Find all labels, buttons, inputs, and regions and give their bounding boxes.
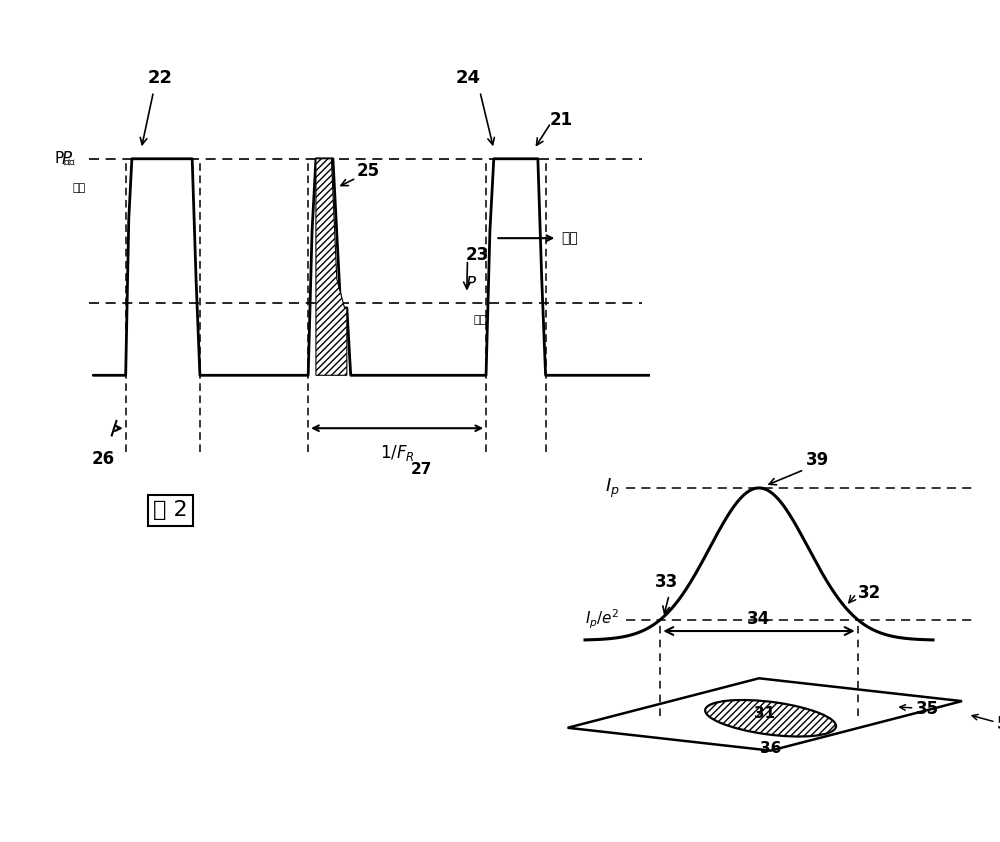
Text: 33: 33 <box>655 573 678 591</box>
Text: 27: 27 <box>410 462 432 477</box>
Text: 31: 31 <box>754 706 775 722</box>
Text: 5: 5 <box>997 715 1000 733</box>
Text: $I_p/e^2$: $I_p/e^2$ <box>585 608 620 632</box>
Text: P$_{\mathregular{峰值}}$: P$_{\mathregular{峰值}}$ <box>54 149 76 168</box>
Ellipse shape <box>705 700 836 737</box>
Text: 平均: 平均 <box>474 315 487 325</box>
Text: 图 2: 图 2 <box>153 500 188 520</box>
Polygon shape <box>316 159 347 376</box>
Text: 32: 32 <box>858 584 881 602</box>
Text: 39: 39 <box>805 450 829 469</box>
Text: 35: 35 <box>916 700 939 717</box>
Text: $1 / F_R$: $1 / F_R$ <box>380 443 414 462</box>
Text: 36: 36 <box>760 741 781 756</box>
Text: 峰值: 峰值 <box>72 183 86 193</box>
Text: 26: 26 <box>92 450 115 468</box>
Text: 24: 24 <box>456 68 481 87</box>
Text: 23: 23 <box>466 246 489 264</box>
Text: 34: 34 <box>747 610 771 628</box>
Text: P: P <box>466 275 476 294</box>
Text: 25: 25 <box>356 162 379 180</box>
Text: 22: 22 <box>147 68 172 87</box>
Text: P: P <box>62 150 72 168</box>
Text: 时间: 时间 <box>561 232 578 245</box>
Text: 21: 21 <box>549 111 573 130</box>
Text: $I_p$: $I_p$ <box>605 477 620 499</box>
